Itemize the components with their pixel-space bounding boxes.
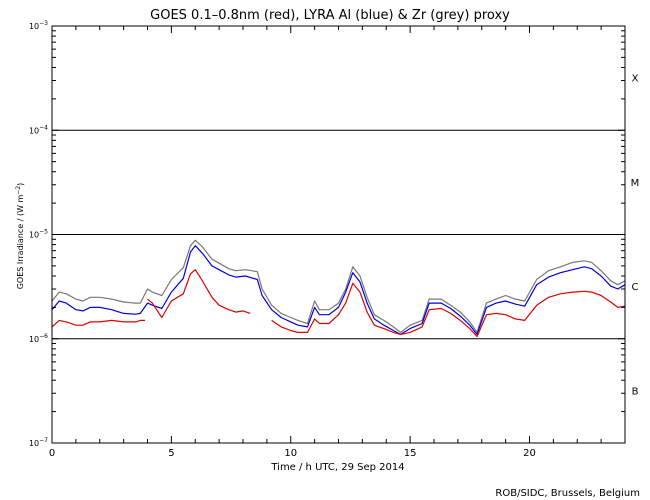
x-tick-label: 15 — [404, 448, 417, 459]
flare-class-label: M — [631, 178, 640, 189]
y-tick-label-exponent: −4 — [39, 124, 48, 131]
y-tick-label-base: 10 — [29, 335, 39, 344]
y-tick-label-exponent: −6 — [39, 333, 48, 340]
chart-title: GOES 0.1–0.8nm (red), LYRA Al (blue) & Z… — [150, 8, 510, 23]
x-axis-label: Time / h UTC, 29 Sep 2014 — [270, 462, 404, 473]
series-line — [51, 245, 626, 335]
y-axis-label-close: ) — [16, 183, 25, 186]
x-tick-label: 0 — [49, 448, 55, 459]
x-axis: 0 5 10 15 20 — [49, 26, 626, 459]
x-tick-label: 20 — [523, 448, 536, 459]
series-line — [51, 239, 626, 333]
flare-class-label: X — [632, 74, 639, 85]
y-tick-label: 10−3 — [29, 20, 48, 31]
series-layer — [51, 239, 626, 338]
y-axis-label: GOES Irradiance / (W m−2) — [15, 183, 25, 290]
y-tick-label-exponent: −3 — [39, 20, 48, 27]
credit-text: ROB/SIDC, Brussels, Belgium — [495, 488, 640, 499]
flare-class-label: C — [632, 282, 639, 293]
y-tick-label: 10−5 — [29, 229, 48, 240]
y-tick-label-base: 10 — [29, 126, 39, 135]
x-tick-label: 5 — [168, 448, 174, 459]
y-tick-label: 10−6 — [29, 333, 48, 344]
y-axis-label-exponent: −2 — [15, 186, 22, 195]
y-axis-label-main: GOES Irradiance / (W m — [16, 194, 25, 289]
series-line — [51, 269, 626, 338]
flare-class-label: B — [632, 386, 639, 397]
flare-class-labels: X M C B — [631, 74, 640, 398]
y-tick-label-exponent: −5 — [39, 229, 48, 236]
y-tick-label-base: 10 — [29, 231, 39, 240]
reference-lines — [52, 129, 625, 340]
x-tick-label: 10 — [284, 448, 297, 459]
y-tick-label: 10−7 — [29, 437, 48, 448]
y-axis: 10−710−610−510−410−3 — [29, 20, 625, 448]
y-tick-label-base: 10 — [29, 439, 39, 448]
y-tick-label-base: 10 — [29, 22, 39, 31]
y-tick-label: 10−4 — [29, 124, 48, 135]
y-tick-label-exponent: −7 — [39, 437, 48, 444]
